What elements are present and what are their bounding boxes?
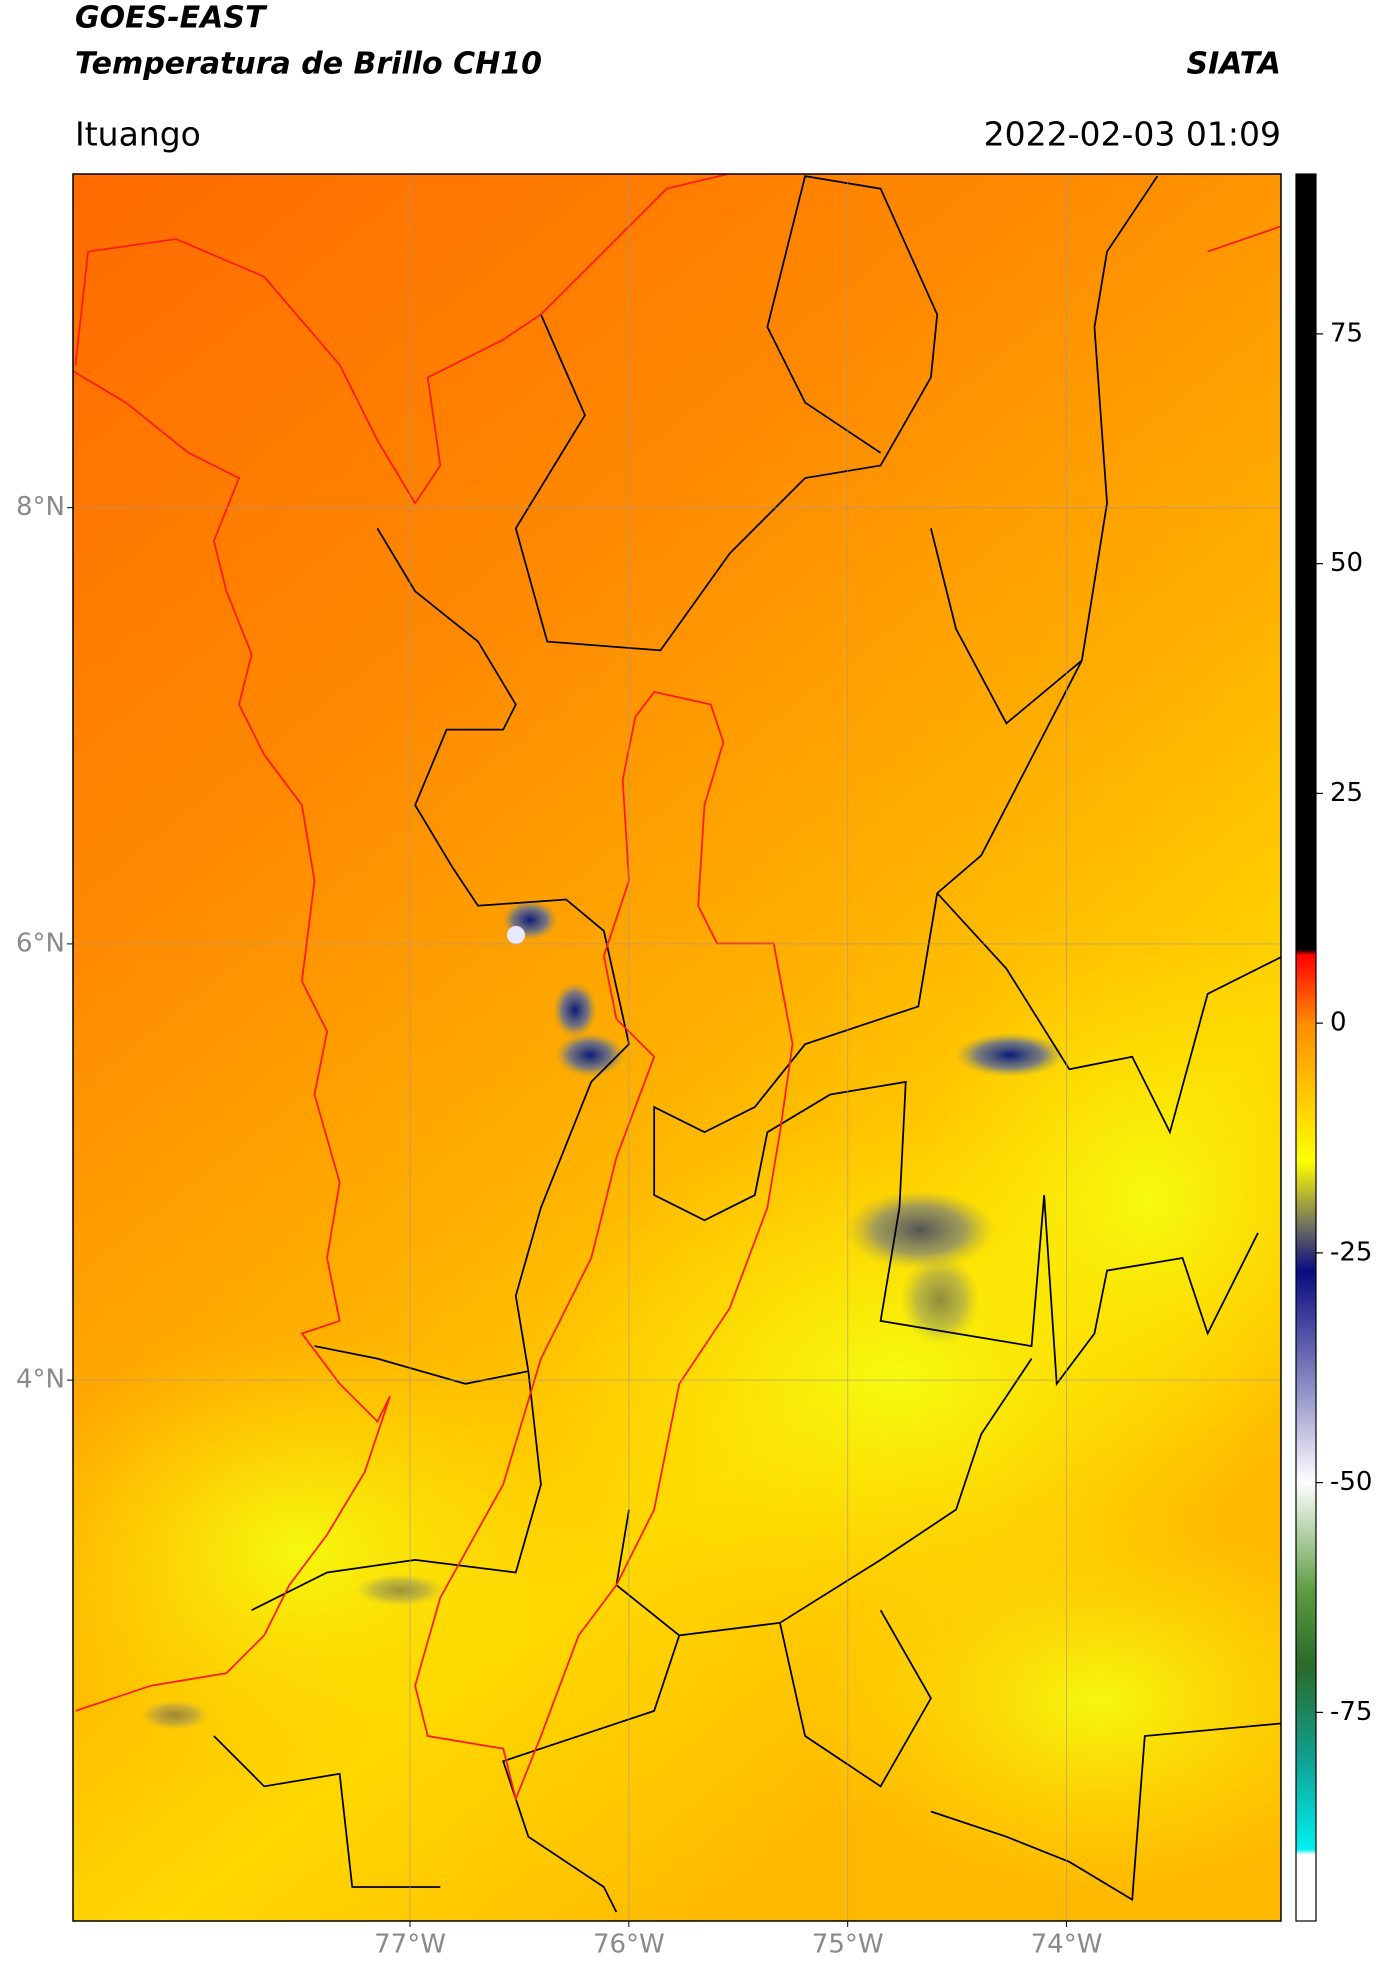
colorbar-tick-label: -75: [1330, 1697, 1372, 1727]
map-image: [73, 174, 1281, 1921]
colorbar-tick-label: 25: [1330, 778, 1363, 808]
colorbar-tick-label: 75: [1330, 318, 1363, 348]
y-tick-label: 4°N: [16, 1365, 65, 1395]
x-tick-label: 75°W: [812, 1930, 884, 1960]
colorbar-tick-label: 50: [1330, 548, 1363, 578]
subtitle: Temperatura de Brillo CH10: [75, 47, 542, 82]
colorbar-tick-label: 0: [1330, 1008, 1347, 1038]
y-tick-label: 8°N: [16, 492, 65, 522]
brand: SIATA: [1187, 47, 1281, 82]
location: Ituango: [75, 115, 201, 154]
x-tick-label: 76°W: [593, 1930, 665, 1960]
title: GOES-EAST: [75, 1, 268, 36]
y-tick-label: 6°N: [16, 928, 65, 958]
datetime: 2022-02-03 01:09: [984, 115, 1281, 154]
x-tick-label: 74°W: [1031, 1930, 1103, 1960]
map-frame: [72, 173, 1282, 1922]
colorbar-tick-label: -50: [1330, 1467, 1372, 1497]
colorbar-tick-label: -25: [1330, 1237, 1372, 1267]
colorbar: [1295, 173, 1317, 1922]
x-tick-label: 77°W: [374, 1930, 446, 1960]
grid: [73, 174, 1281, 1921]
